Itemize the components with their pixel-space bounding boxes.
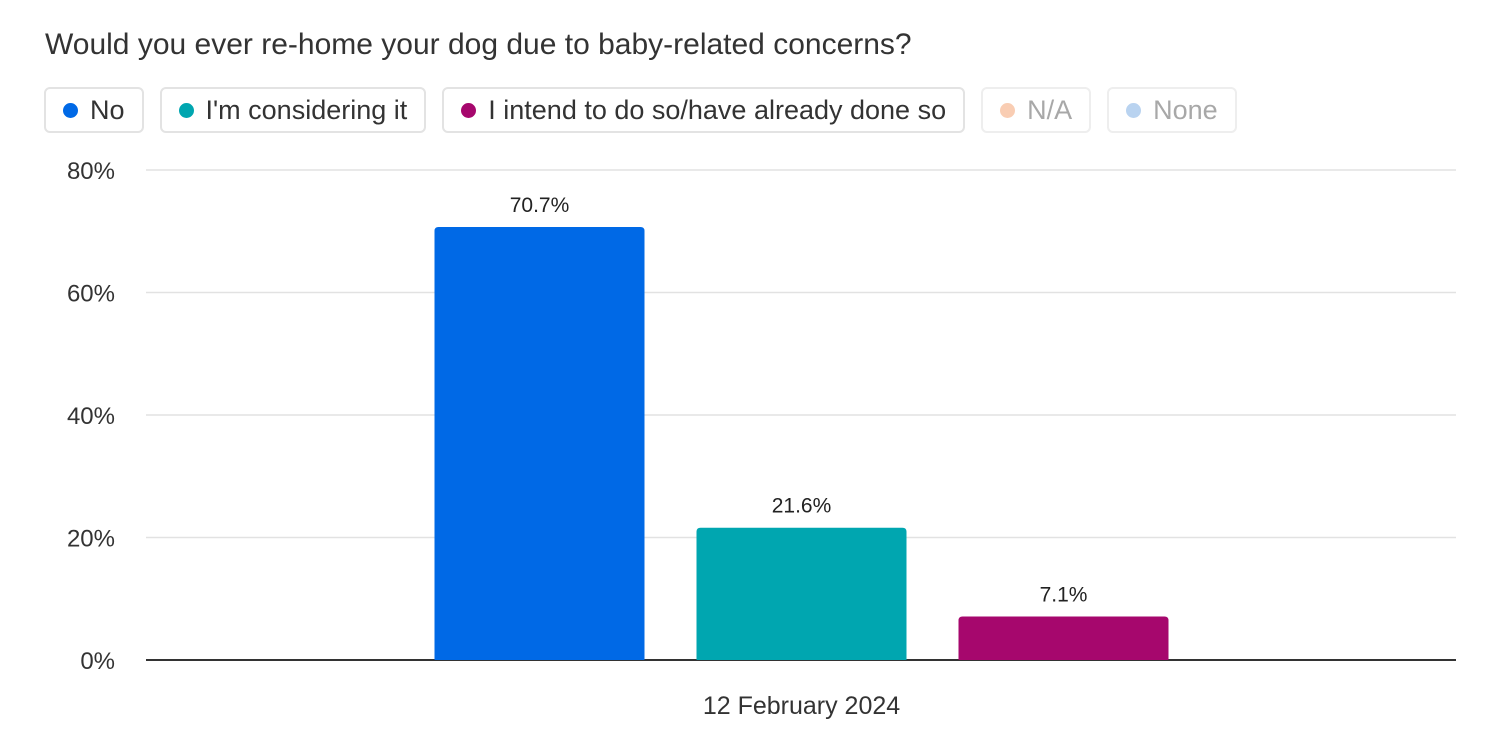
- legend-dot-icon: [461, 102, 477, 118]
- data-label: 7.1%: [1040, 584, 1088, 607]
- chart-title: Would you ever re-home your dog due to b…: [45, 28, 912, 61]
- legend-item-intend[interactable]: I intend to do so/have already done so: [442, 87, 966, 133]
- legend-label: I intend to do so/have already done so: [488, 94, 947, 125]
- y-tick-label: 20%: [67, 526, 115, 553]
- legend-item-no[interactable]: No: [44, 87, 144, 133]
- x-tick-label: 12 February 2024: [703, 692, 900, 720]
- legend-label: N/A: [1027, 94, 1073, 125]
- legend-dot-icon: [178, 102, 194, 118]
- data-label: 21.6%: [772, 495, 832, 518]
- legend-item-none[interactable]: None: [1107, 87, 1237, 133]
- bar: [696, 527, 907, 660]
- legend-label: None: [1153, 94, 1218, 125]
- y-tick-label: 60%: [67, 281, 115, 308]
- legend-item-considering[interactable]: I'm considering it: [159, 87, 427, 133]
- legend-item-na[interactable]: N/A: [981, 87, 1092, 133]
- y-tick-label: 40%: [67, 403, 115, 430]
- bar: [958, 616, 1169, 660]
- y-tick-label: 80%: [67, 158, 115, 185]
- legend-dot-icon: [1126, 102, 1142, 118]
- legend: No I'm considering it I intend to do so/…: [44, 87, 1237, 133]
- legend-label: No: [90, 94, 125, 125]
- legend-dot-icon: [63, 102, 78, 118]
- bar: [434, 226, 645, 660]
- legend-dot-icon: [1000, 102, 1016, 118]
- legend-label: I'm considering it: [205, 94, 408, 125]
- y-tick-label: 0%: [80, 648, 115, 675]
- data-label: 70.7%: [510, 194, 570, 217]
